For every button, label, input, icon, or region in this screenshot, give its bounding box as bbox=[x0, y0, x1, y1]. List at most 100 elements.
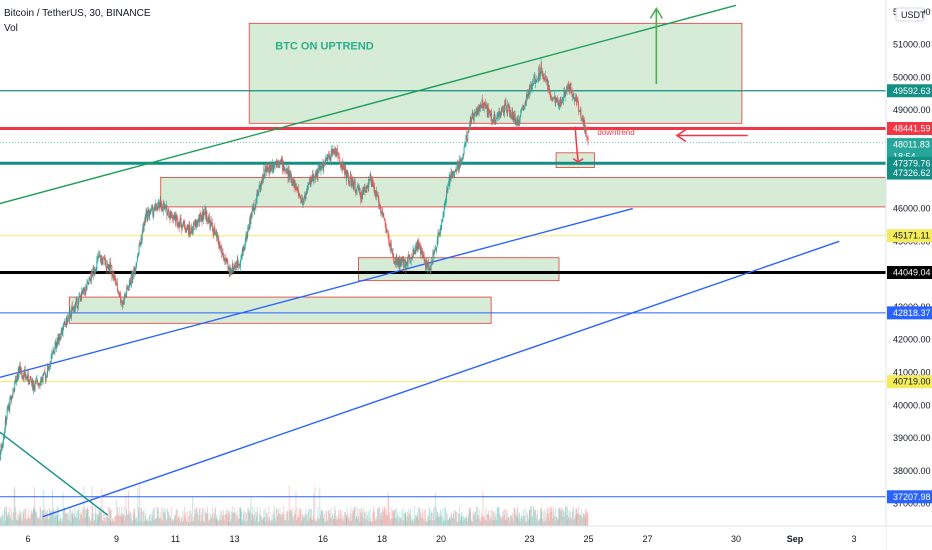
volume-bar bbox=[29, 519, 31, 526]
candle-body bbox=[473, 114, 475, 121]
candle-body bbox=[467, 131, 469, 140]
volume-bar bbox=[253, 514, 255, 526]
volume-bar bbox=[73, 518, 74, 526]
candle-body bbox=[226, 258, 228, 261]
volume-bar bbox=[60, 518, 62, 526]
symbol-title[interactable]: Bitcoin / TetherUS, 30, BINANCE bbox=[4, 8, 151, 19]
candle-body bbox=[532, 83, 534, 85]
candle-body bbox=[470, 117, 472, 123]
candle-body bbox=[256, 190, 258, 199]
volume-bar bbox=[84, 517, 86, 526]
volume-bar bbox=[67, 519, 69, 526]
candle-body bbox=[210, 220, 211, 228]
volume-bar bbox=[173, 520, 175, 526]
volume-bar bbox=[234, 512, 236, 526]
candle-body bbox=[571, 91, 573, 97]
candle-body bbox=[450, 172, 452, 181]
candle-body bbox=[2, 442, 4, 448]
candle-body bbox=[13, 389, 15, 392]
volume-bar bbox=[38, 519, 40, 526]
candle-body bbox=[168, 210, 170, 218]
volume-bar bbox=[249, 510, 251, 526]
candle-body bbox=[203, 214, 205, 215]
candle-body bbox=[524, 107, 525, 108]
volume-bar bbox=[585, 508, 587, 526]
volume-bar bbox=[448, 520, 449, 526]
volume-bar bbox=[356, 506, 358, 526]
volume-bar bbox=[82, 518, 84, 526]
volume-bar bbox=[186, 521, 188, 526]
candle-body bbox=[275, 161, 277, 164]
candle-body bbox=[264, 168, 266, 174]
volume-bar bbox=[501, 518, 503, 526]
candle-body bbox=[166, 205, 168, 216]
candle-body bbox=[487, 108, 489, 116]
candle-body bbox=[68, 312, 70, 316]
volume-bar bbox=[396, 518, 398, 526]
candle-body bbox=[459, 158, 461, 168]
candle-body bbox=[525, 102, 527, 106]
volume-bar bbox=[68, 520, 70, 526]
volume-bar bbox=[103, 508, 105, 526]
candle-body bbox=[501, 108, 503, 110]
candle-body bbox=[403, 259, 405, 268]
candle-body bbox=[522, 107, 524, 109]
candle-body bbox=[300, 197, 302, 204]
candle-body bbox=[283, 164, 285, 170]
volume-bar bbox=[226, 513, 228, 526]
candle-body bbox=[502, 105, 504, 113]
volume-bar bbox=[533, 506, 535, 526]
candle-body bbox=[540, 71, 542, 75]
candle-body bbox=[268, 170, 270, 173]
candle-body bbox=[434, 249, 436, 251]
candle-body bbox=[553, 97, 555, 100]
volume-bar bbox=[472, 514, 474, 526]
volume-bar bbox=[352, 511, 354, 526]
volume-bar bbox=[106, 517, 108, 526]
candle-body bbox=[430, 265, 432, 271]
candle-body bbox=[444, 200, 446, 204]
candle-body bbox=[226, 260, 228, 263]
candle-body bbox=[216, 235, 218, 236]
volume-bar bbox=[100, 512, 102, 526]
volume-bar bbox=[113, 521, 115, 526]
volume-bar bbox=[77, 510, 79, 526]
candle-body bbox=[110, 261, 111, 268]
volume-bar bbox=[529, 509, 531, 526]
volume-bar bbox=[131, 521, 133, 526]
candle-body bbox=[275, 161, 277, 164]
candle-body bbox=[252, 208, 254, 211]
candle-body bbox=[323, 162, 325, 171]
candle-body bbox=[222, 252, 224, 255]
candle-body bbox=[38, 383, 40, 386]
time-axis[interactable]: 6 9 11 13 16 18 20 23 25 27 30 Sep 3 bbox=[0, 525, 932, 550]
candle-body bbox=[408, 255, 410, 257]
volume-bar bbox=[561, 507, 563, 526]
volume-bar bbox=[272, 520, 274, 526]
candle-body bbox=[308, 183, 310, 184]
volume-bar bbox=[33, 507, 35, 526]
candle-body bbox=[103, 257, 105, 260]
candle-body bbox=[395, 256, 397, 265]
candle-body bbox=[98, 254, 100, 257]
candle-body bbox=[150, 208, 152, 213]
candle-body bbox=[315, 172, 317, 176]
volume-bar bbox=[359, 521, 360, 526]
volume-bar bbox=[413, 506, 415, 526]
volume-bar bbox=[142, 521, 144, 526]
candle-body bbox=[219, 242, 221, 248]
volume-bar bbox=[307, 512, 309, 526]
volume-bar bbox=[322, 518, 324, 526]
volume-indicator-label[interactable]: Vol bbox=[4, 23, 18, 34]
volume-bar bbox=[572, 509, 574, 526]
volume-bar bbox=[514, 508, 515, 526]
volume-bar bbox=[563, 511, 565, 526]
candle-body bbox=[80, 297, 82, 302]
volume-bar bbox=[173, 517, 175, 526]
price-axis[interactable]: 37000.0038000.0039000.0040000.0041000.00… bbox=[885, 0, 932, 550]
volume-bar bbox=[249, 512, 251, 526]
volume-layer bbox=[0, 485, 589, 526]
volume-bar bbox=[535, 509, 537, 526]
volume-bar bbox=[430, 512, 432, 526]
